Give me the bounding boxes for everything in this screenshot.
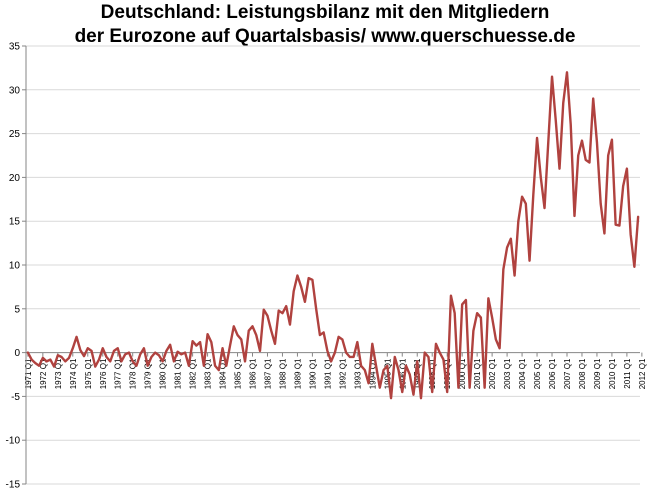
y-tick-label: 30 bbox=[9, 85, 21, 96]
y-tick-label: 5 bbox=[14, 304, 20, 315]
x-tick-label: 1991 Q1 bbox=[323, 358, 332, 389]
x-tick-label: 2004 Q1 bbox=[518, 358, 527, 389]
x-tick-label: 1990 Q1 bbox=[308, 358, 317, 389]
x-tick-label: 1994 Q1 bbox=[368, 358, 377, 389]
x-tick-label: 1987 Q1 bbox=[263, 358, 272, 389]
x-tick-label: 1993 Q1 bbox=[353, 358, 362, 389]
x-tick-label: 1974 Q1 bbox=[69, 358, 78, 389]
x-tick-label: 1986 Q1 bbox=[249, 358, 258, 389]
x-tick-label: 2010 Q1 bbox=[608, 358, 617, 389]
x-tick-label: 2005 Q1 bbox=[533, 358, 542, 389]
chart-title-line-1: Deutschland: Leistungsbilanz mit den Mit… bbox=[100, 2, 550, 23]
x-tick-label: 2001 Q1 bbox=[473, 358, 482, 389]
x-tick-label: 2007 Q1 bbox=[563, 358, 572, 389]
series-group bbox=[26, 71, 640, 400]
x-tick-label: 1984 Q1 bbox=[219, 358, 228, 389]
x-tick-label: 1973 Q1 bbox=[54, 358, 63, 389]
x-axis-ticks: 1971 Q1 1972 Q1 1973 Q1 1974 Q1 1975 Q1 1976 … bbox=[24, 352, 647, 389]
x-tick-label: 2011 Q1 bbox=[623, 358, 632, 389]
y-tick-label: -10 bbox=[6, 436, 21, 447]
x-tick-label: 2006 Q1 bbox=[548, 358, 557, 389]
x-tick-label: 2008 Q1 bbox=[578, 358, 587, 389]
y-tick-label: 35 bbox=[9, 42, 21, 53]
x-tick-label: 1977 Q1 bbox=[114, 358, 123, 389]
x-tick-label: 1980 Q1 bbox=[159, 358, 168, 389]
x-tick-label: 1988 Q1 bbox=[278, 358, 287, 389]
y-tick-label: 15 bbox=[9, 217, 21, 228]
x-tick-label: 1983 Q1 bbox=[204, 358, 213, 389]
x-tick-label: 1981 Q1 bbox=[174, 358, 183, 389]
x-tick-label: 1978 Q1 bbox=[129, 358, 138, 389]
x-tick-label: 1985 Q1 bbox=[234, 358, 243, 389]
x-tick-label: 1982 Q1 bbox=[189, 358, 198, 389]
x-tick-label: 2012 Q1 bbox=[638, 358, 647, 389]
x-tick-label: 1992 Q1 bbox=[338, 358, 347, 389]
y-tick-label: -15 bbox=[6, 480, 21, 490]
gridlines bbox=[26, 45, 640, 485]
y-tick-label: 0 bbox=[14, 348, 20, 359]
x-tick-label: 1975 Q1 bbox=[84, 358, 93, 389]
x-tick-label: 2003 Q1 bbox=[503, 358, 512, 389]
x-tick-label: 1979 Q1 bbox=[144, 358, 153, 389]
x-tick-label: 2009 Q1 bbox=[593, 358, 602, 389]
series-line bbox=[26, 71, 640, 400]
x-tick-label: 1976 Q1 bbox=[99, 358, 108, 389]
x-tick-label: 1971 Q1 bbox=[24, 358, 33, 389]
chart-title-line-2: der Eurozone auf Quartalsbasis/ www.quer… bbox=[74, 26, 576, 47]
x-tick-label: 2002 Q1 bbox=[488, 358, 497, 389]
y-axis-ticks: 35 30 25 20 15 10 5 0 -5 -10 -15 bbox=[6, 42, 26, 490]
x-tick-label: 1989 Q1 bbox=[293, 358, 302, 389]
y-tick-label: -5 bbox=[11, 392, 20, 403]
x-tick-label: 1996 Q1 bbox=[398, 358, 407, 389]
x-tick-label: 2000 Q1 bbox=[458, 358, 467, 389]
y-tick-label: 20 bbox=[9, 173, 21, 184]
y-tick-label: 10 bbox=[9, 261, 21, 272]
y-tick-label: 25 bbox=[9, 129, 21, 140]
x-tick-label: 1972 Q1 bbox=[39, 358, 48, 389]
